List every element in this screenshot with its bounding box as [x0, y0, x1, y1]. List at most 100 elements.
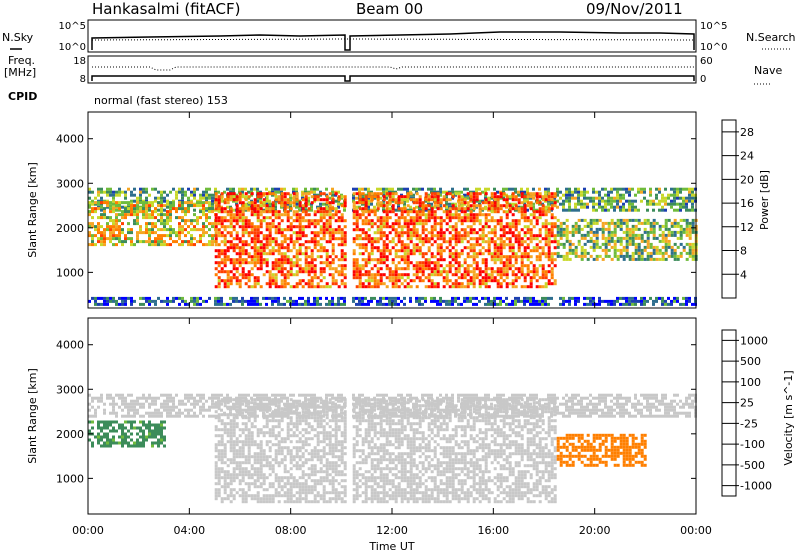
echo-cell — [160, 414, 163, 418]
echo-cell — [589, 218, 593, 222]
echo-cell — [403, 210, 407, 214]
echo-cell — [463, 198, 467, 202]
echo-cell — [445, 205, 448, 209]
echo-cell — [385, 213, 389, 217]
echo-cell — [238, 201, 242, 205]
echo-cell — [217, 296, 220, 300]
echo-cell — [202, 243, 205, 247]
echo-cell — [214, 222, 218, 226]
echo-cell — [199, 234, 202, 238]
echo-cell — [232, 228, 236, 232]
echo-cell — [127, 414, 130, 418]
echo-cell — [391, 246, 395, 250]
echo-cell — [604, 187, 607, 191]
echo-cell — [292, 198, 296, 202]
echo-cell — [145, 190, 148, 194]
echo-cell — [310, 285, 314, 289]
echo-cell — [616, 199, 619, 203]
echo-cell — [523, 299, 526, 303]
echo-cell — [514, 267, 518, 271]
echo-cell — [184, 213, 187, 217]
echo-cell — [631, 242, 635, 246]
echo-cell — [361, 282, 365, 286]
echo-cell — [196, 222, 199, 226]
echo-cell — [319, 192, 323, 196]
echo-cell — [241, 261, 245, 265]
echo-cell — [286, 237, 290, 241]
echo-cell — [463, 296, 466, 300]
echo-cell — [439, 246, 443, 250]
echo-cell — [100, 216, 103, 220]
echo-cell — [223, 240, 227, 244]
echo-cell — [652, 299, 655, 303]
echo-cell — [265, 187, 268, 191]
echo-cell — [334, 302, 337, 306]
echo-cell — [472, 296, 475, 300]
echo-cell — [556, 224, 560, 228]
echo-cell — [358, 207, 362, 211]
echo-cell — [160, 196, 163, 200]
echo-cell — [166, 213, 169, 217]
echo-cell — [460, 273, 464, 277]
echo-cell — [379, 261, 383, 265]
echo-cell — [484, 261, 488, 265]
echo-cell — [256, 282, 260, 286]
echo-cell — [637, 248, 641, 252]
echo-cell — [118, 405, 121, 409]
echo-cell — [187, 396, 190, 400]
echo-cell — [625, 230, 629, 234]
echo-cell — [508, 240, 512, 244]
echo-cell — [298, 249, 302, 253]
echo-cell — [481, 282, 485, 286]
echo-cell — [538, 195, 542, 199]
echo-cell — [436, 299, 439, 303]
echo-cell — [217, 299, 220, 303]
echo-cell — [196, 219, 199, 223]
echo-cell — [298, 216, 302, 220]
echo-cell — [127, 402, 130, 406]
echo-cell — [364, 270, 368, 274]
echo-cell — [265, 234, 269, 238]
echo-cell — [571, 190, 574, 194]
echo-cell — [580, 233, 584, 237]
echo-cell — [253, 252, 257, 256]
echo-cell — [547, 258, 551, 262]
echo-cell — [598, 196, 601, 200]
echo-cell — [403, 246, 407, 250]
echo-cell — [121, 216, 124, 220]
echo-cell — [130, 228, 133, 232]
echo-cell — [214, 273, 218, 277]
echo-cell — [412, 234, 416, 238]
echo-cell — [271, 213, 275, 217]
echo-cell — [523, 190, 526, 194]
echo-cell — [394, 273, 398, 277]
echo-cell — [124, 237, 127, 241]
echo-cell — [283, 258, 287, 262]
echo-cell — [331, 405, 334, 409]
echo-cell — [193, 396, 196, 400]
echo-cell — [184, 219, 187, 223]
echo-cell — [499, 207, 503, 211]
echo-cell — [148, 231, 151, 235]
echo-cell — [262, 216, 266, 220]
echo-cell — [241, 399, 244, 403]
echo-cell — [100, 190, 103, 194]
power-echoes — [88, 187, 698, 306]
echo-cell — [562, 299, 565, 303]
echo-cell — [490, 204, 494, 208]
echo-cell — [463, 216, 467, 220]
echo-cell — [355, 222, 359, 226]
echo-cell — [172, 399, 175, 403]
echo-cell — [691, 208, 694, 212]
echo-cell — [430, 252, 434, 256]
echo-cell — [415, 198, 419, 202]
echo-cell — [367, 273, 371, 277]
echo-cell — [226, 393, 229, 397]
echo-cell — [418, 279, 422, 283]
echo-cell — [241, 195, 245, 199]
echo-cell — [664, 227, 668, 231]
echo-cell — [619, 196, 622, 200]
echo-cell — [238, 258, 242, 262]
echo-cell — [235, 243, 239, 247]
echo-cell — [535, 279, 539, 283]
